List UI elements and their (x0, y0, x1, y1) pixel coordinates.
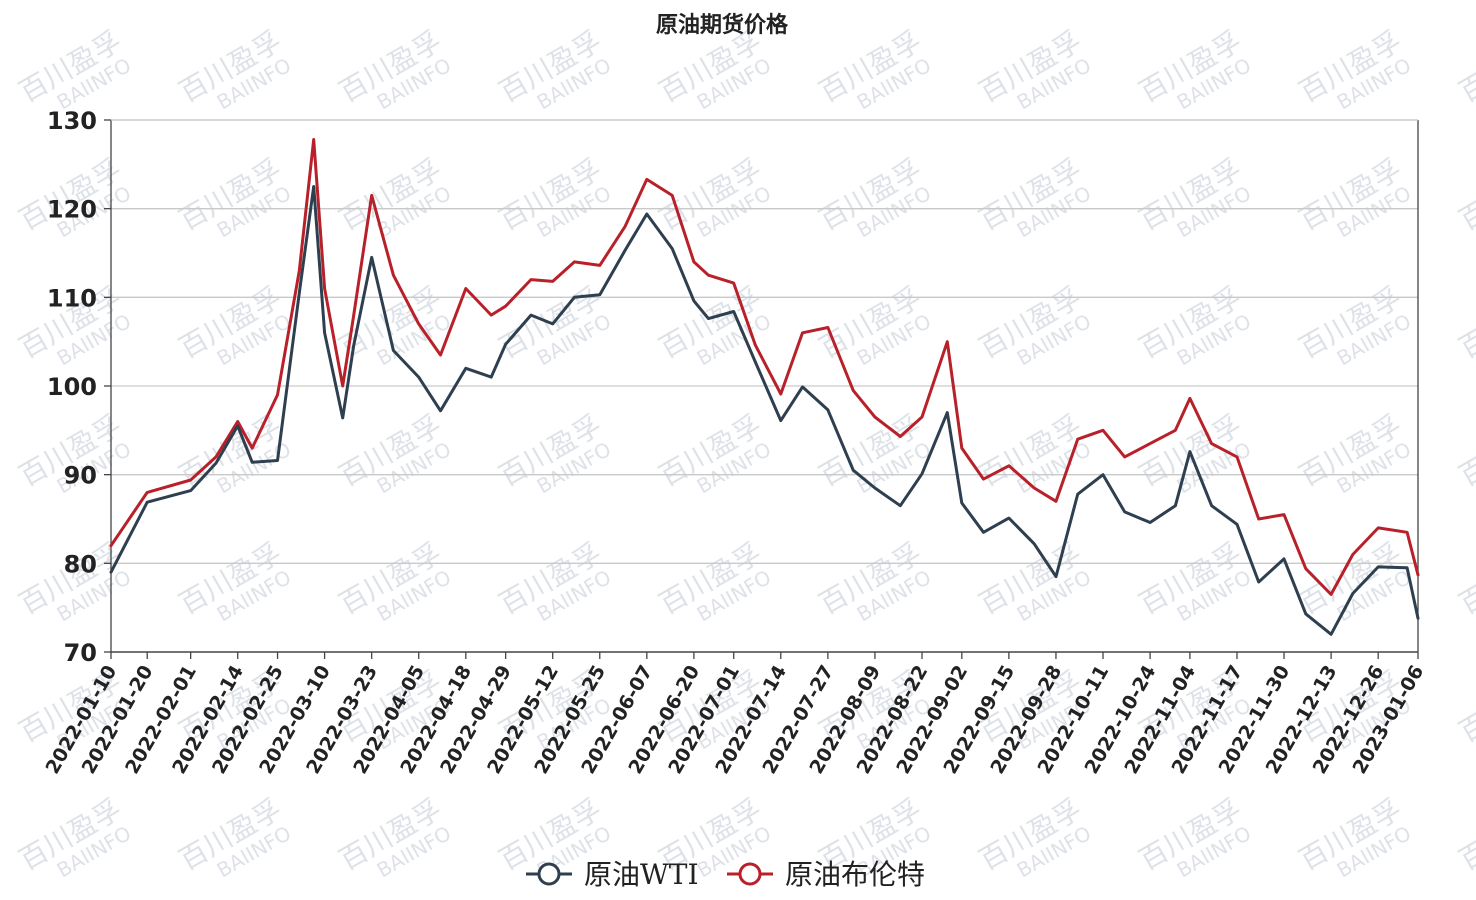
legend-marker (738, 862, 762, 886)
watermark-line1: 百川盈孚 (1453, 792, 1476, 877)
series-line (109, 138, 1420, 596)
series-layer (109, 138, 1420, 636)
watermark-line1: 百川盈孚 (1453, 152, 1476, 237)
watermark-line1: 百川盈孚 (1453, 664, 1476, 749)
legend-label: 原油WTI (584, 858, 699, 891)
legend-item[interactable]: 原油WTI (526, 858, 699, 891)
y-tick-label: 70 (64, 639, 97, 667)
watermark-line1: 百川盈孚 (1453, 280, 1476, 365)
watermark-line1: 百川盈孚 (1453, 24, 1476, 109)
y-tick-label: 100 (47, 373, 97, 401)
legend-label: 原油布伦特 (785, 858, 925, 891)
y-tick-label: 110 (47, 284, 97, 312)
chart-title: 原油期货价格 (656, 12, 789, 38)
legend-marker (537, 862, 561, 886)
legend-item[interactable]: 原油布伦特 (727, 858, 925, 891)
y-tick-label: 120 (47, 196, 97, 224)
y-tick-label: 90 (64, 462, 97, 490)
y-tick-label: 130 (47, 107, 97, 135)
watermark-line1: 百川盈孚 (1453, 536, 1476, 621)
watermark-line1: 百川盈孚 (1453, 408, 1476, 493)
series-line (109, 185, 1420, 636)
legend[interactable]: 原油WTI 原油布伦特 (526, 858, 925, 891)
y-tick-label: 80 (64, 550, 97, 578)
